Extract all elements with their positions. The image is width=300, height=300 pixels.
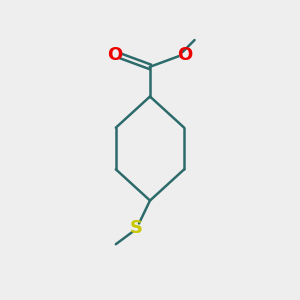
Text: O: O (108, 46, 123, 64)
Text: O: O (177, 46, 192, 64)
Text: S: S (130, 219, 143, 237)
